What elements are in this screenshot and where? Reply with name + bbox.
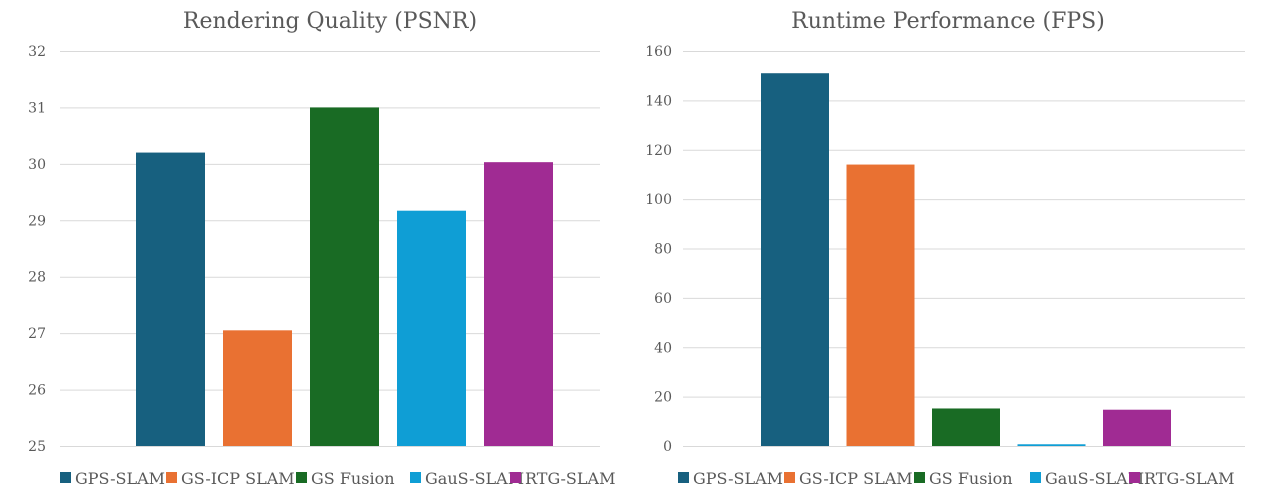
chart-title: Rendering Quality (PSNR)	[183, 9, 477, 34]
bar-gs-icp-slam	[223, 330, 292, 446]
legend-swatch	[678, 472, 689, 483]
y-tick-label: 29	[28, 213, 46, 229]
legend-label: RTG-SLAM	[1144, 469, 1234, 488]
legend-label: GS Fusion	[311, 469, 395, 488]
y-tick-label: 40	[654, 340, 672, 356]
legend-swatch	[410, 472, 421, 483]
legend-swatch	[1129, 472, 1140, 483]
bar-rtg-slam	[1103, 409, 1171, 446]
bar-gps-slam	[136, 152, 205, 447]
legend-label: GPS-SLAM	[75, 469, 165, 488]
bar-gps-slam	[761, 73, 829, 446]
y-tick-label: 27	[28, 326, 46, 342]
y-tick-label: 140	[645, 93, 672, 109]
legend-label: GauS-SLAM	[1045, 469, 1144, 488]
legend-swatch	[166, 472, 177, 483]
y-tick-label: 100	[645, 192, 672, 208]
y-tick-label: 28	[28, 270, 46, 286]
y-tick-label: 80	[654, 242, 672, 258]
legend-label: RTG-SLAM	[525, 469, 615, 488]
legend-label: GauS-SLAM	[425, 469, 524, 488]
legend-label: GS-ICP SLAM	[799, 469, 913, 488]
y-tick-label: 32	[28, 44, 46, 60]
bar-gaus-slam	[1017, 444, 1086, 446]
legend-label: GS Fusion	[929, 469, 1013, 488]
bar-rtg-slam	[484, 162, 553, 446]
y-tick-label: 0	[663, 439, 672, 455]
y-tick-label: 20	[654, 390, 672, 406]
legend-swatch	[60, 472, 71, 483]
y-tick-label: 60	[654, 291, 672, 307]
legend-label: GS-ICP SLAM	[181, 469, 295, 488]
legend-swatch	[784, 472, 795, 483]
bar-gs-icp-slam	[846, 164, 915, 446]
legend-label: GPS-SLAM	[693, 469, 783, 488]
legend-swatch	[914, 472, 925, 483]
y-tick-label: 160	[645, 44, 672, 60]
bar-gs-fusion	[932, 408, 1000, 446]
y-tick-label: 120	[645, 143, 672, 159]
y-tick-label: 31	[28, 100, 46, 116]
y-tick-label: 30	[28, 157, 46, 173]
legend-swatch	[296, 472, 307, 483]
legend-swatch	[510, 472, 521, 483]
bar-gs-fusion	[310, 107, 379, 446]
bar-gaus-slam	[397, 210, 466, 446]
y-tick-label: 26	[28, 383, 46, 399]
chart-title: Runtime Performance (FPS)	[791, 9, 1105, 34]
legend-swatch	[1030, 472, 1041, 483]
y-tick-label: 25	[28, 439, 46, 455]
